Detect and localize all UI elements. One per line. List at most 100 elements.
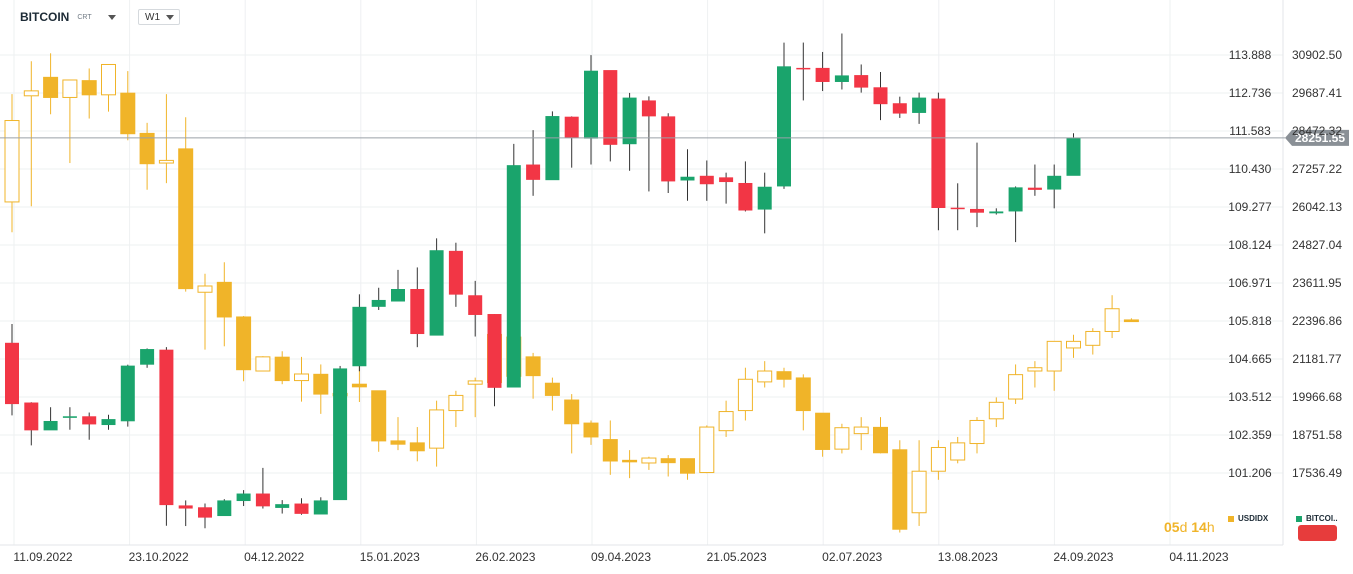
candle-body [796,67,811,70]
bitcoin-candle [931,92,946,231]
usdidx-candle [525,352,541,399]
candle-body [757,186,772,210]
candle-body [583,422,599,438]
last-price-line: 28251.55 [0,129,1349,146]
bitcoin-candle [178,500,193,527]
bitcoin-candle [738,161,753,212]
candle-body [1046,340,1062,372]
legend-swatch-usdidx [1228,515,1234,522]
candle-body [1104,308,1120,332]
candle-body [544,382,560,396]
usdidx-candle [274,351,290,385]
candle-body [853,426,869,435]
candle-body [564,399,580,425]
bitcoin-candle [487,314,502,407]
timeframe-value: W1 [145,12,160,23]
candle-body [873,87,888,105]
y-left-tick-label: 110.430 [1229,162,1272,176]
candle-body [1027,187,1042,190]
x-tick-label: 09.04.2023 [591,550,651,564]
usdidx-candle [197,273,213,350]
exchange-label: CRT [77,13,92,21]
chevron-down-icon[interactable] [107,14,116,20]
candle-body [333,368,348,501]
bitcoin-candle [255,467,270,509]
candle-body [313,500,328,515]
candle-body [602,439,618,462]
usdidx-candle [43,53,59,115]
usdidx-candle [795,374,811,431]
candle-body [525,356,541,377]
bitcoin-candle [101,414,116,430]
usdidx-candle [969,417,985,454]
usdidx-candle [236,315,252,382]
bitcoin-candle [468,280,483,337]
bitcoin-candle [757,172,772,234]
legend-bitcoin[interactable]: BITCOI.. [1296,514,1338,523]
bitcoin-candle [912,92,927,124]
y-right-tick-label: 24827.04 [1292,238,1342,252]
y-left-tick-label: 105.818 [1228,314,1272,328]
candle-body [815,412,831,450]
bitcoin-candle [506,143,521,388]
legend-usdidx[interactable]: USDIDX [1228,514,1268,523]
candle-body [622,459,638,463]
bitcoin-candle [140,348,155,368]
usdidx-candle [930,440,946,480]
usdidx-candle [313,364,329,414]
candle-body [892,103,907,114]
y-right-tick-label: 17536.49 [1292,466,1342,480]
y-left-tick-label: 111.583 [1229,124,1271,138]
candle-body [950,442,966,461]
candle-countdown: 05d 14h [1164,519,1215,535]
candle-body [409,442,425,452]
bitcoin-candle [120,364,135,427]
candle-body [930,446,946,472]
usdidx-candle [1104,295,1120,339]
candle-body [969,419,985,445]
x-tick-label: 11.09.2022 [13,550,72,564]
chevron-down-icon [166,15,174,20]
candle-body [101,63,116,96]
usdidx-candle [718,400,734,437]
candle-body [197,285,213,293]
candle-body [216,281,232,318]
y-right-tick-label: 21181.77 [1292,352,1341,366]
x-tick-label: 02.07.2023 [822,550,882,564]
candle-body [680,176,695,181]
usdidx-candle [641,456,657,470]
candle-body [120,92,136,135]
candle-body [1027,367,1043,372]
candle-body [718,411,734,432]
candle-body [660,458,676,464]
bitcoin-candle [82,412,97,440]
usdidx-candle [757,361,773,388]
usdidx-candle [139,122,155,190]
candle-body [603,70,618,145]
candle-body [854,75,869,88]
bitcoin-candle [777,42,791,189]
usdidx-candle [62,79,78,164]
candle-body [970,208,984,213]
y-right-tick-label: 26042.13 [1292,200,1342,214]
usdidx-candle [1066,334,1081,358]
candle-body [738,182,753,211]
usdidx-candle [101,63,116,112]
candle-body [622,97,637,145]
usdidx-candle [853,417,869,451]
timeframe-select[interactable]: W1 [138,9,180,25]
usdidx-candle [1027,361,1043,388]
candle-body [467,380,483,385]
candle-body [24,402,39,431]
candle-body [641,100,656,117]
symbol-selector[interactable]: BITCOIN CRT [20,10,116,24]
usdidx-candle [1123,318,1139,323]
bitcoin-candle [313,497,328,515]
sell-button[interactable] [1298,525,1337,541]
bitcoin-candle [198,503,212,529]
candle-body [120,365,135,422]
candle-body [390,440,406,445]
price-tag [1285,129,1349,146]
usdidx-candle [892,440,908,533]
